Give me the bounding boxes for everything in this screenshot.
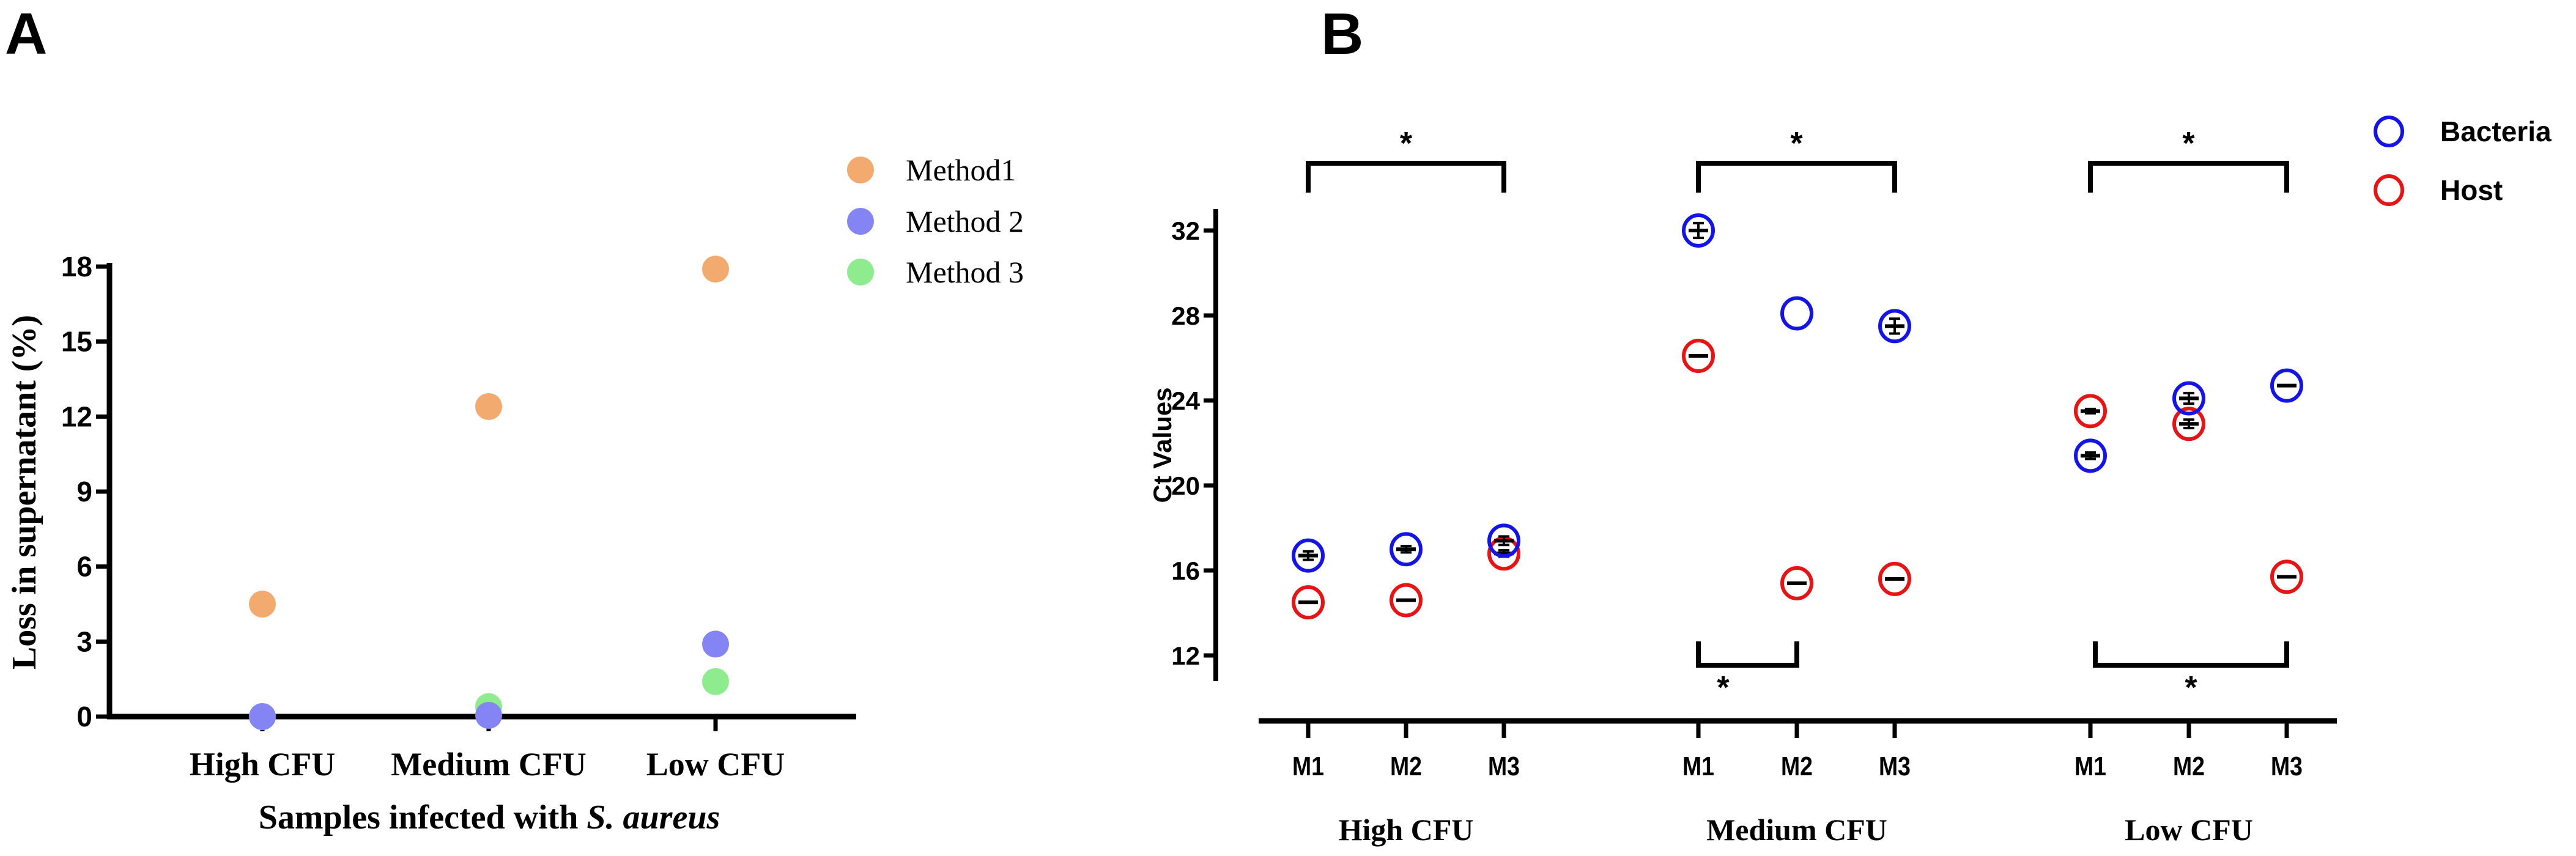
data-point-bacteria (2074, 438, 2107, 473)
significance-bracket (1696, 641, 1799, 668)
y-tick-label: 15 (61, 326, 92, 358)
data-point-host (2270, 559, 2303, 594)
legend-label: Bacteria (2440, 116, 2552, 147)
panel-label-a: A (5, 1, 47, 67)
y-tick-label: 9 (76, 476, 92, 507)
panel-b-chart: Ct Values 12 16 20 24 28 32 M1 M2 M3 High CFU M1 M2… (1148, 116, 2552, 847)
y-tick-label: 28 (1171, 301, 1200, 330)
panel-a-y-axis-title: Loss in supernatant (%) (6, 315, 43, 670)
data-point-bacteria (1780, 296, 1813, 331)
x-tick-label: M2 (2173, 751, 2205, 781)
data-point-method2 (702, 630, 729, 658)
significance-label: * (2182, 126, 2195, 161)
x-tick-label: M3 (2271, 751, 2303, 781)
significance-bracket (1696, 161, 1897, 193)
x-tick-label: Medium CFU (391, 746, 586, 783)
x-tick-label: M1 (2074, 751, 2106, 781)
x-tick-label: Low CFU (646, 746, 785, 783)
significance-bracket (2093, 641, 2289, 668)
data-point-host (1292, 585, 1325, 620)
panel-b-y-axis-title: Ct Values (1148, 387, 1177, 503)
y-tick-label: 20 (1171, 471, 1200, 500)
y-tick-label: 0 (76, 701, 92, 732)
y-tick-label: 16 (1171, 556, 1200, 585)
x-tick-label: High CFU (190, 746, 336, 783)
data-point-method2 (249, 703, 276, 730)
data-point-method1 (249, 591, 276, 618)
x-tick-label: M2 (1781, 751, 1813, 781)
y-tick-label: 6 (76, 551, 92, 583)
significance-label: * (1790, 126, 1803, 161)
x-tick-label: M3 (1879, 751, 1911, 781)
legend-marker (2374, 174, 2404, 206)
y-tick-label: 3 (76, 625, 92, 657)
significance-bracket (2088, 161, 2289, 193)
significance-label: * (1400, 126, 1413, 161)
legend-label: Method 2 (906, 204, 1024, 238)
x-tick-label: M3 (1488, 751, 1520, 781)
data-point-host (1682, 339, 1715, 374)
legend-label: Host (2440, 174, 2503, 206)
data-point-host (1780, 566, 1813, 600)
panel-a-chart: Loss in supernatant (%) Samples infected… (6, 153, 1024, 836)
x-tick-label: M1 (1292, 751, 1324, 781)
panel-a-x-axis-title: Samples infected with S. aureus (259, 799, 720, 836)
y-tick-label: 18 (61, 251, 92, 282)
data-point-method3 (702, 668, 729, 695)
significance-label: * (2185, 670, 2197, 706)
data-point-bacteria (2270, 368, 2303, 403)
data-point-host (2074, 394, 2107, 429)
data-point-method1 (475, 393, 502, 420)
x-tick-label: M2 (1390, 751, 1422, 781)
legend-marker (847, 157, 874, 183)
x-tick-label: M1 (1682, 751, 1714, 781)
legend-label: Method1 (906, 153, 1016, 187)
data-point-host (2172, 407, 2205, 441)
x-title-species: S. aureus (587, 799, 720, 836)
data-point-bacteria (2172, 381, 2205, 416)
data-point-bacteria (1487, 523, 1520, 558)
group-label: High CFU (1339, 813, 1474, 847)
y-tick-label: 24 (1171, 386, 1200, 415)
y-tick-label: 32 (1171, 216, 1200, 245)
data-point-bacteria (1682, 213, 1715, 248)
legend-marker (847, 259, 874, 286)
legend-marker (2374, 116, 2404, 147)
data-point-host (1878, 561, 1911, 596)
group-label: Medium CFU (1706, 813, 1887, 847)
legend-marker (847, 208, 874, 235)
significance-label: * (1717, 670, 1730, 706)
group-label: Low CFU (2125, 813, 2253, 847)
panel-label-b: B (1321, 1, 1363, 67)
data-point-bacteria (1878, 309, 1911, 344)
significance-bracket (1306, 161, 1506, 193)
data-point-method2 (475, 701, 502, 729)
data-point-method1 (702, 256, 729, 283)
y-tick-label: 12 (61, 400, 92, 432)
data-point-bacteria (1390, 532, 1423, 567)
data-point-host (1390, 583, 1423, 618)
legend-label: Method 3 (906, 255, 1024, 289)
data-point-bacteria (1292, 538, 1325, 573)
y-tick-label: 12 (1171, 641, 1200, 670)
x-title-text: Samples infected with (259, 799, 587, 836)
